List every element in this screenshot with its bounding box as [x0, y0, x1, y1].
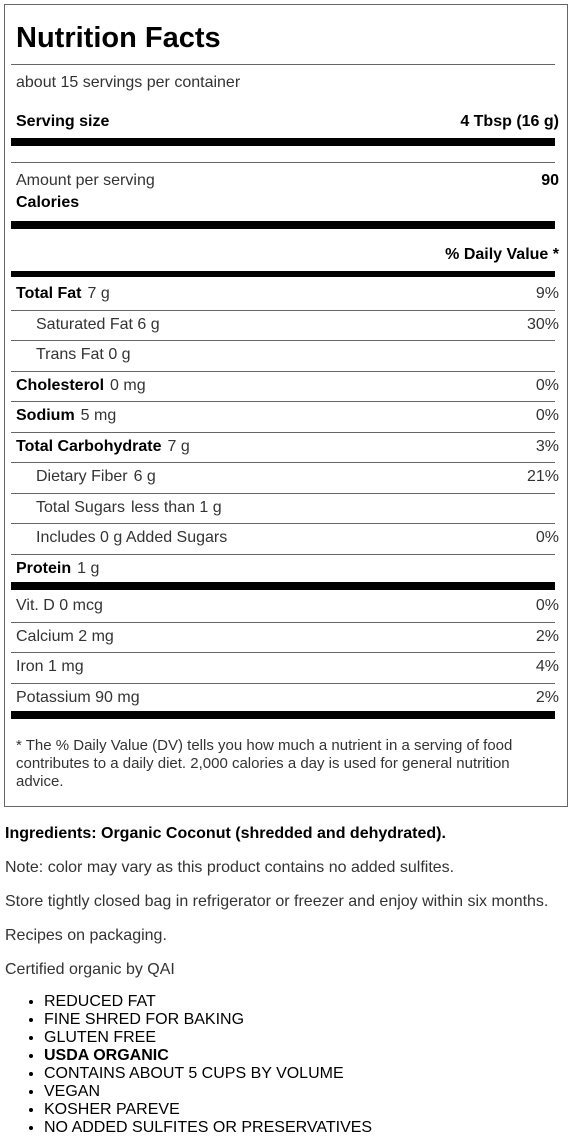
nutrient-name: Trans Fat 0 g [36, 346, 131, 363]
nutrient-amount: less than 1 g [130, 499, 222, 516]
title-divider [11, 64, 555, 65]
nutrient-name: Total Fat [16, 285, 82, 302]
calories-divider [11, 221, 555, 229]
nutrient-name: Includes 0 g Added Sugars [36, 529, 228, 546]
servings-per-container: about 15 servings per container [16, 74, 241, 91]
nutrient-name: Sodium [16, 407, 75, 424]
vitamin-divider [11, 622, 555, 623]
claim-item: FINE SHRED FOR BAKING [44, 1011, 372, 1029]
dv-divider [11, 271, 555, 277]
claim-item: VEGAN [44, 1083, 372, 1101]
nutrient-row: Dietary Fiber 6 g [36, 467, 156, 487]
nutrient-daily-value: 30% [526, 316, 559, 333]
nutrient-divider [11, 493, 555, 494]
daily-value-header: % Daily Value * [300, 245, 559, 265]
nutrient-daily-value: 9% [535, 285, 559, 302]
vitamin-daily-value: 2% [535, 628, 559, 645]
calories-label: Calories [16, 194, 80, 211]
nutrient-divider [11, 523, 555, 524]
claim-item: KOSHER PAREVE [44, 1101, 372, 1119]
nutrient-row: Trans Fat 0 g [36, 345, 131, 365]
nutrient-divider [11, 401, 555, 402]
vitamin-daily-value: 4% [535, 658, 559, 675]
vitamin-daily-value: 2% [535, 689, 559, 706]
daily-value-footnote: * The % Daily Value (DV) tells you how m… [16, 737, 513, 790]
nutrient-name: Total Sugars [36, 499, 125, 516]
nutrient-amount: 7 g [87, 285, 110, 302]
nutrient-amount: 6 g [133, 468, 156, 485]
vitamin-name: Potassium 90 mg [16, 689, 140, 706]
nutrient-name: Saturated Fat 6 g [36, 316, 160, 333]
note-storage: Store tightly closed bag in refrigerator… [5, 893, 549, 910]
nutrient-row: Includes 0 g Added Sugars [36, 528, 227, 548]
ingredients-text: Ingredients: Organic Coconut (shredded a… [5, 825, 446, 842]
serving-size-label: Serving size [16, 113, 110, 130]
nutrient-amount: 1 g [77, 560, 100, 577]
amount-per-serving: Amount per serving [16, 172, 155, 189]
daily-value-header-text: % Daily Value * [445, 246, 559, 263]
nutrient-daily-value: 0% [535, 377, 559, 394]
nutrient-divider [11, 310, 555, 311]
nutrient-daily-value: 21% [526, 468, 559, 485]
nutrient-amount: 0 mg [110, 377, 146, 394]
vitamin-divider [11, 652, 555, 653]
nutrition-facts-panel [4, 4, 568, 807]
serving-divider-thick [11, 138, 555, 146]
vitamin-name: Calcium 2 mg [16, 628, 114, 645]
nutrient-divider [11, 371, 555, 372]
nutrient-daily-value: 3% [535, 438, 559, 455]
claim-item: GLUTEN FREE [44, 1029, 372, 1047]
vitamin-name: Iron 1 mg [16, 658, 84, 675]
claim-item: NO ADDED SULFITES OR PRESERVATIVES [44, 1119, 372, 1137]
vitamin-daily-value: 0% [535, 597, 559, 614]
nutrient-name: Cholesterol [16, 377, 105, 394]
nutrient-row: Saturated Fat 6 g [36, 315, 160, 335]
vitamins-divider [11, 711, 555, 719]
serving-divider-thin [11, 162, 555, 163]
nutrient-amount: 5 mg [80, 407, 117, 424]
nutrient-divider [11, 432, 555, 433]
nutrient-name: Protein [16, 560, 72, 577]
nutrient-divider [11, 554, 555, 555]
panel-title: Nutrition Facts [16, 22, 221, 54]
claim-item: USDA ORGANIC [44, 1047, 372, 1065]
calories-value: 90 [541, 172, 559, 189]
nutrient-daily-value: 0% [535, 529, 559, 546]
claim-item: REDUCED FAT [44, 993, 372, 1011]
nutrient-row: Sodium 5 mg [16, 406, 116, 426]
nutrient-name: Dietary Fiber [36, 468, 128, 485]
nutrient-divider [11, 340, 555, 341]
nutrient-row: Cholesterol 0 mg [16, 376, 146, 396]
nutrient-row: Total Carbohydrate 7 g [16, 437, 190, 457]
nutrient-amount: 7 g [167, 438, 190, 455]
serving-size-value: 4 Tbsp (16 g) [460, 113, 559, 130]
nutrient-daily-value: 0% [535, 407, 559, 424]
nutrient-name: Total Carbohydrate [16, 438, 162, 455]
vitamin-name: Vit. D 0 mcg [16, 597, 103, 614]
note-color: Note: color may vary as this product con… [5, 859, 455, 876]
protein-divider [11, 582, 555, 590]
claim-item: CONTAINS ABOUT 5 CUPS BY VOLUME [44, 1065, 372, 1083]
note-certified: Certified organic by QAI [5, 961, 175, 978]
nutrient-divider [11, 462, 555, 463]
product-claims-list: REDUCED FAT FINE SHRED FOR BAKING GLUTEN… [0, 993, 372, 1137]
nutrient-row: Total Fat 7 g [16, 284, 110, 304]
note-recipes: Recipes on packaging. [5, 927, 167, 944]
nutrient-row: Total Sugars less than 1 g [36, 498, 222, 518]
vitamin-divider [11, 683, 555, 684]
nutrient-row: Protein 1 g [16, 559, 99, 579]
